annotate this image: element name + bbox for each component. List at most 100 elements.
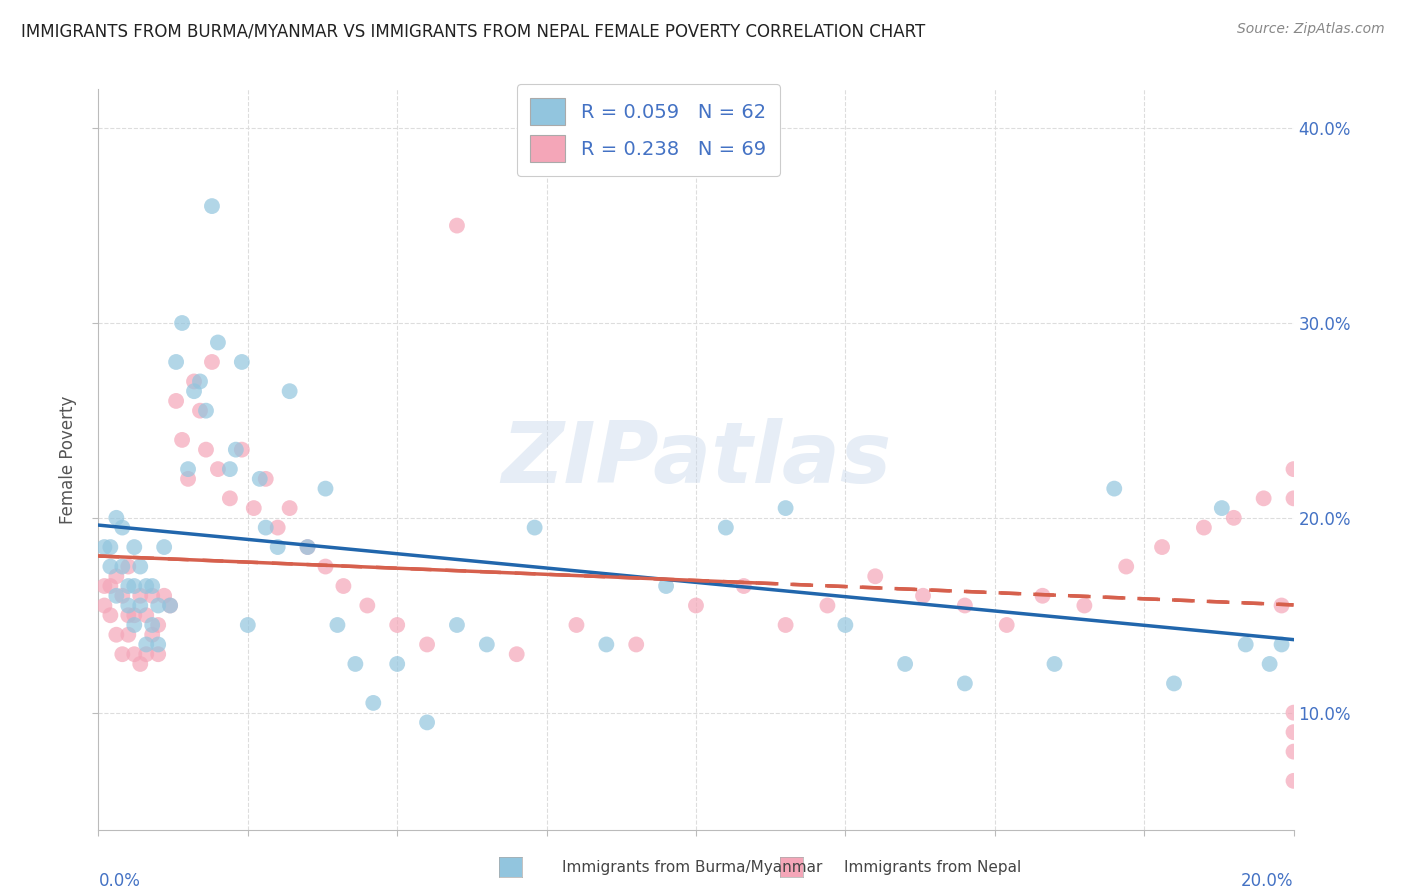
Point bbox=[565, 618, 588, 632]
Point bbox=[117, 599, 139, 613]
Point bbox=[1282, 491, 1305, 506]
Point bbox=[385, 657, 409, 671]
Point bbox=[1282, 706, 1305, 720]
Text: 0.0%: 0.0% bbox=[98, 872, 141, 890]
Point bbox=[124, 618, 146, 632]
Point bbox=[1234, 637, 1257, 651]
Point bbox=[135, 608, 157, 623]
Point bbox=[1104, 482, 1126, 496]
Point bbox=[714, 520, 737, 534]
Text: IMMIGRANTS FROM BURMA/MYANMAR VS IMMIGRANTS FROM NEPAL FEMALE POVERTY CORRELATIO: IMMIGRANTS FROM BURMA/MYANMAR VS IMMIGRA… bbox=[21, 22, 925, 40]
Point bbox=[326, 618, 349, 632]
Point bbox=[141, 579, 163, 593]
Point bbox=[124, 647, 146, 661]
Point bbox=[141, 628, 163, 642]
Point bbox=[865, 569, 887, 583]
Point bbox=[626, 637, 648, 651]
Point bbox=[1192, 520, 1215, 534]
Point bbox=[278, 384, 301, 399]
Point bbox=[98, 608, 122, 623]
Point bbox=[148, 647, 170, 661]
Text: Immigrants from Nepal: Immigrants from Nepal bbox=[844, 860, 1021, 874]
Point bbox=[148, 637, 170, 651]
Point bbox=[105, 569, 128, 583]
Point bbox=[98, 559, 122, 574]
Point bbox=[1032, 589, 1054, 603]
Point bbox=[231, 442, 253, 457]
Point bbox=[177, 472, 200, 486]
Point bbox=[315, 559, 337, 574]
Point bbox=[117, 608, 139, 623]
Point bbox=[111, 589, 134, 603]
Point bbox=[141, 589, 163, 603]
Point bbox=[385, 618, 409, 632]
Text: Immigrants from Burma/Myanmar: Immigrants from Burma/Myanmar bbox=[562, 860, 823, 874]
Point bbox=[344, 657, 367, 671]
Point bbox=[105, 511, 128, 525]
Point bbox=[117, 579, 139, 593]
Point bbox=[135, 579, 157, 593]
Point bbox=[159, 599, 181, 613]
Point bbox=[416, 715, 439, 730]
Point bbox=[953, 599, 976, 613]
Point bbox=[446, 219, 468, 233]
Point bbox=[195, 442, 218, 457]
Point bbox=[834, 618, 856, 632]
Point bbox=[135, 637, 157, 651]
Point bbox=[105, 628, 128, 642]
Point bbox=[165, 355, 187, 369]
Point bbox=[1282, 745, 1305, 759]
Point bbox=[278, 501, 301, 516]
Point bbox=[1282, 462, 1305, 476]
Point bbox=[177, 462, 200, 476]
Point bbox=[953, 676, 976, 690]
Point bbox=[124, 608, 146, 623]
Point bbox=[111, 647, 134, 661]
Point bbox=[1152, 540, 1174, 554]
Point bbox=[165, 393, 187, 408]
Point bbox=[267, 520, 290, 534]
Point bbox=[148, 599, 170, 613]
Point bbox=[1115, 559, 1137, 574]
Point bbox=[655, 579, 678, 593]
Point bbox=[1043, 657, 1066, 671]
Point bbox=[775, 618, 797, 632]
Point bbox=[183, 375, 205, 389]
Point bbox=[129, 657, 152, 671]
Point bbox=[188, 403, 211, 417]
Legend: R = 0.059   N = 62, R = 0.238   N = 69: R = 0.059 N = 62, R = 0.238 N = 69 bbox=[517, 84, 779, 176]
Point bbox=[117, 628, 139, 642]
Point bbox=[267, 540, 290, 554]
Point bbox=[1282, 773, 1305, 788]
Point bbox=[254, 472, 277, 486]
Point bbox=[183, 384, 205, 399]
Point bbox=[297, 540, 319, 554]
Point bbox=[148, 618, 170, 632]
Text: ZIPatlas: ZIPatlas bbox=[501, 417, 891, 501]
Point bbox=[124, 540, 146, 554]
Point bbox=[1271, 637, 1294, 651]
Point bbox=[595, 637, 617, 651]
Point bbox=[207, 462, 229, 476]
Point bbox=[249, 472, 271, 486]
Point bbox=[254, 520, 277, 534]
Point bbox=[506, 647, 529, 661]
Point bbox=[117, 559, 139, 574]
Point bbox=[124, 579, 146, 593]
Point bbox=[243, 501, 266, 516]
Point bbox=[93, 599, 115, 613]
Point bbox=[315, 482, 337, 496]
Point bbox=[1163, 676, 1185, 690]
Point bbox=[912, 589, 935, 603]
Point bbox=[172, 316, 194, 330]
Point bbox=[995, 618, 1018, 632]
Point bbox=[523, 520, 546, 534]
Point bbox=[1223, 511, 1246, 525]
Point bbox=[894, 657, 917, 671]
Point bbox=[207, 335, 229, 350]
Point bbox=[93, 540, 115, 554]
Point bbox=[1073, 599, 1095, 613]
Point bbox=[1271, 599, 1294, 613]
Point bbox=[141, 618, 163, 632]
Point bbox=[188, 375, 211, 389]
